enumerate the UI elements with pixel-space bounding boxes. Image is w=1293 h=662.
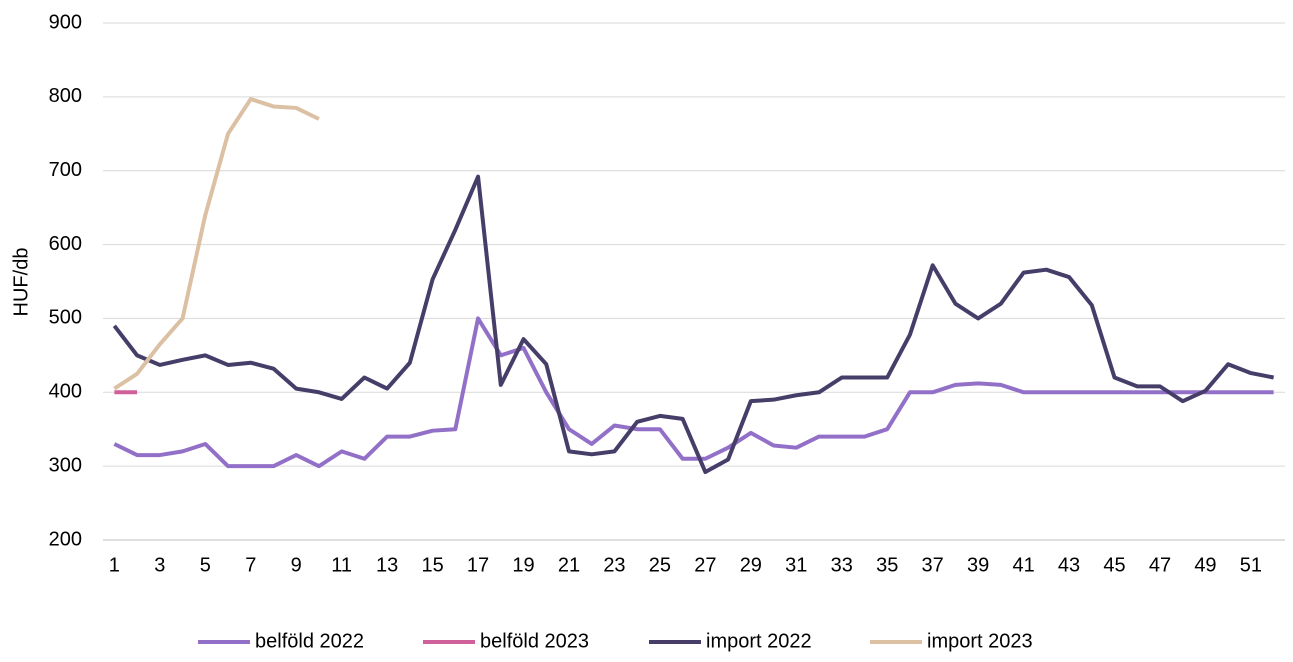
legend-label: import 2022 — [706, 630, 812, 652]
x-tick-label: 47 — [1149, 554, 1171, 576]
x-tick-label: 41 — [1012, 554, 1034, 576]
legend-label: belföld 2023 — [480, 630, 589, 652]
y-tick-label: 700 — [49, 159, 82, 181]
x-tick-label: 13 — [376, 554, 398, 576]
y-tick-label: 300 — [49, 454, 82, 476]
legend-label: import 2023 — [927, 630, 1033, 652]
x-tick-label: 45 — [1103, 554, 1125, 576]
y-tick-label: 900 — [49, 11, 82, 33]
y-tick-label: 500 — [49, 307, 82, 329]
x-tick-label: 35 — [876, 554, 898, 576]
x-tick-label: 27 — [694, 554, 716, 576]
x-tick-label: 5 — [200, 554, 211, 576]
x-tick-label: 25 — [649, 554, 671, 576]
legend-label: belföld 2022 — [255, 630, 364, 652]
x-tick-label: 11 — [331, 554, 352, 576]
series-line — [113, 97, 320, 391]
x-tick-label: 1 — [109, 554, 120, 576]
y-tick-label: 800 — [49, 85, 82, 107]
x-tick-label: 3 — [154, 554, 165, 576]
x-tick-label: 33 — [831, 554, 853, 576]
x-tick-label: 23 — [603, 554, 625, 576]
series-line — [112, 174, 1275, 475]
x-tick-label: 9 — [291, 554, 302, 576]
x-tick-label: 39 — [967, 554, 989, 576]
x-tick-label: 7 — [245, 554, 256, 576]
x-tick-label: 19 — [512, 554, 534, 576]
y-tick-label: 200 — [49, 528, 82, 550]
x-tick-label: 37 — [922, 554, 944, 576]
y-tick-label: 600 — [49, 233, 82, 255]
x-tick-label: 21 — [558, 554, 580, 576]
y-tick-label: 400 — [49, 381, 82, 403]
x-tick-label: 17 — [467, 554, 489, 576]
x-tick-label: 51 — [1240, 554, 1262, 576]
x-tick-label: 15 — [421, 554, 443, 576]
x-tick-label: 43 — [1058, 554, 1080, 576]
x-tick-label: 31 — [785, 554, 807, 576]
series-line — [113, 316, 1274, 469]
x-tick-label: 29 — [740, 554, 762, 576]
x-tick-label: 49 — [1194, 554, 1216, 576]
y-axis-label: HUF/db — [10, 248, 32, 317]
